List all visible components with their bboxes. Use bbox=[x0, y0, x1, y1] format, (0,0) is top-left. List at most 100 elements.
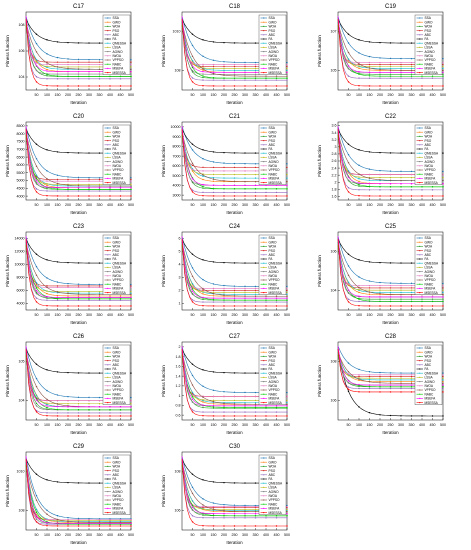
y-tick-label: 5 bbox=[179, 250, 181, 254]
series-marker bbox=[202, 55, 204, 57]
series-marker bbox=[400, 375, 402, 378]
series-marker bbox=[358, 391, 360, 393]
series-marker bbox=[109, 187, 111, 189]
series-marker bbox=[35, 282, 38, 284]
series-marker bbox=[400, 262, 402, 264]
series-marker bbox=[56, 178, 59, 181]
legend-box bbox=[258, 14, 287, 75]
series-marker bbox=[286, 71, 288, 74]
legend-entry: IWOA bbox=[425, 54, 434, 58]
series-marker bbox=[347, 42, 350, 44]
series-marker bbox=[98, 286, 101, 289]
series-marker bbox=[254, 391, 257, 394]
series-marker bbox=[46, 68, 48, 71]
series-marker bbox=[254, 525, 257, 527]
series-marker bbox=[254, 85, 257, 87]
legend-marker bbox=[419, 275, 421, 277]
legend-entry: LSSA bbox=[269, 486, 278, 490]
legend-marker bbox=[263, 385, 265, 387]
series-marker bbox=[379, 305, 381, 307]
series-marker bbox=[223, 289, 225, 292]
series-marker bbox=[233, 85, 236, 87]
series-marker bbox=[275, 295, 278, 297]
legend-entry: GWO bbox=[113, 130, 121, 134]
series-marker bbox=[46, 509, 48, 512]
x-tick-label: 300 bbox=[242, 313, 248, 317]
series-marker bbox=[46, 405, 48, 407]
series-marker bbox=[202, 406, 204, 409]
legend-entry: QMESSA bbox=[425, 151, 440, 155]
chart-title: C24 bbox=[229, 224, 241, 230]
series-marker bbox=[202, 191, 204, 194]
series-marker bbox=[400, 305, 402, 307]
series-marker bbox=[358, 377, 360, 379]
series-marker bbox=[244, 293, 246, 295]
legend-marker bbox=[419, 364, 421, 366]
y-tick-label: 6000 bbox=[17, 163, 25, 167]
series-marker bbox=[98, 482, 101, 484]
series-marker bbox=[130, 406, 132, 408]
series-marker bbox=[254, 77, 257, 79]
series-marker bbox=[244, 482, 246, 484]
series-marker bbox=[223, 517, 225, 519]
series-marker bbox=[56, 296, 59, 299]
series-marker bbox=[233, 391, 236, 393]
series-marker bbox=[389, 73, 392, 75]
series-marker bbox=[389, 289, 392, 291]
series-marker bbox=[368, 189, 371, 191]
legend-marker bbox=[419, 372, 421, 374]
series-marker bbox=[109, 78, 111, 80]
legend-entry: LSSA bbox=[425, 156, 434, 160]
legend-marker bbox=[107, 347, 109, 349]
series-marker bbox=[244, 513, 246, 515]
x-tick-label: 50 bbox=[347, 313, 351, 317]
series-marker bbox=[347, 65, 350, 67]
series-marker bbox=[389, 195, 392, 197]
x-tick-label: 150 bbox=[211, 533, 217, 537]
series-marker bbox=[223, 195, 225, 197]
series-marker bbox=[400, 382, 402, 385]
series-marker bbox=[46, 299, 48, 301]
x-tick-label: 400 bbox=[419, 423, 425, 427]
series-marker bbox=[67, 295, 69, 297]
legend-marker bbox=[419, 135, 421, 137]
series-marker bbox=[98, 295, 101, 297]
series-marker bbox=[212, 166, 215, 169]
series-marker bbox=[400, 291, 402, 294]
x-tick-label: 100 bbox=[44, 203, 50, 207]
series-marker bbox=[233, 77, 236, 79]
legend-marker bbox=[419, 241, 421, 243]
series-marker bbox=[389, 179, 392, 182]
series-marker bbox=[191, 275, 194, 277]
legend-entry: GWO bbox=[113, 20, 121, 24]
legend-box bbox=[258, 454, 287, 515]
series-marker bbox=[88, 299, 90, 301]
series-marker bbox=[421, 75, 423, 77]
series-marker bbox=[400, 73, 402, 75]
series-marker bbox=[389, 384, 392, 386]
series-marker bbox=[88, 521, 90, 523]
series-marker bbox=[244, 508, 246, 511]
series-marker bbox=[35, 287, 38, 289]
series-marker bbox=[67, 61, 69, 63]
legend-marker bbox=[263, 381, 265, 383]
legend-entry: PSO bbox=[113, 29, 120, 33]
series-marker bbox=[212, 71, 215, 73]
x-tick-label: 500 bbox=[284, 313, 290, 317]
legend-marker bbox=[263, 347, 265, 349]
legend-entry: NABC bbox=[269, 502, 279, 506]
legend-marker bbox=[107, 482, 109, 484]
series-marker bbox=[67, 298, 69, 300]
legend-marker bbox=[107, 266, 109, 268]
series-marker bbox=[358, 70, 360, 73]
series-marker bbox=[400, 377, 402, 379]
series-marker bbox=[254, 61, 257, 64]
series-marker bbox=[88, 295, 90, 297]
legend-marker bbox=[107, 63, 109, 65]
series-marker bbox=[286, 152, 288, 154]
legend-entry: SSA bbox=[425, 346, 432, 350]
series-marker bbox=[410, 186, 413, 188]
series-marker bbox=[421, 189, 423, 191]
